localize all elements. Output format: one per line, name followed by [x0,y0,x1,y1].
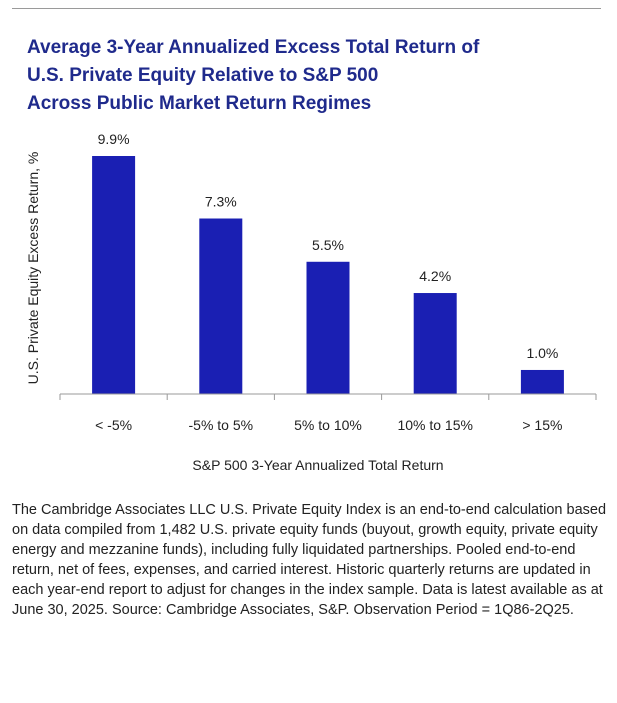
data-label-4: 4.2% [419,268,451,284]
x-tick-label-5: > 15% [522,417,562,433]
x-tick-labels-layer: < -5% -5% to 5% 5% to 10% 10% to 15% > 15% [95,417,562,433]
data-label-1: 9.9% [98,131,130,147]
x-tick-label-2: -5% to 5% [189,417,254,433]
footnote: The Cambridge Associates LLC U.S. Privat… [12,502,607,618]
chart-title: Average 3-Year Annualized Excess Total R… [27,34,587,118]
data-label-5: 1.0% [526,345,558,361]
bar-4 [413,293,457,394]
bar-1 [92,156,136,394]
x-tick-label-1: < -5% [95,417,132,433]
x-axis-label: S&P 500 3-Year Annualized Total Return [192,457,443,473]
x-tick-label-3: 5% to 10% [294,417,362,433]
data-label-3: 5.5% [312,237,344,253]
chart-title-line-1: Average 3-Year Annualized Excess Total R… [27,37,480,58]
bar-3 [306,261,350,394]
chart-title-line-2: U.S. Private Equity Relative to S&P 500 [27,65,379,86]
bars-layer [92,156,564,394]
x-ticks-layer [59,394,597,400]
bar-5 [520,369,564,394]
bar-2 [199,218,243,394]
top-divider [12,8,601,9]
y-axis-label: U.S. Private Equity Excess Return, % [25,152,41,385]
x-tick-label-4: 10% to 15% [397,417,473,433]
data-labels-layer: 9.9% 7.3% 5.5% 4.2% 1.0% [98,131,559,361]
bar-chart: 9.9% 7.3% 5.5% 4.2% 1.0% < -5% -5% to 5% 5% to… [25,131,597,473]
data-label-2: 7.3% [205,194,237,210]
chart-title-line-3: Across Public Market Return Regimes [27,93,372,114]
